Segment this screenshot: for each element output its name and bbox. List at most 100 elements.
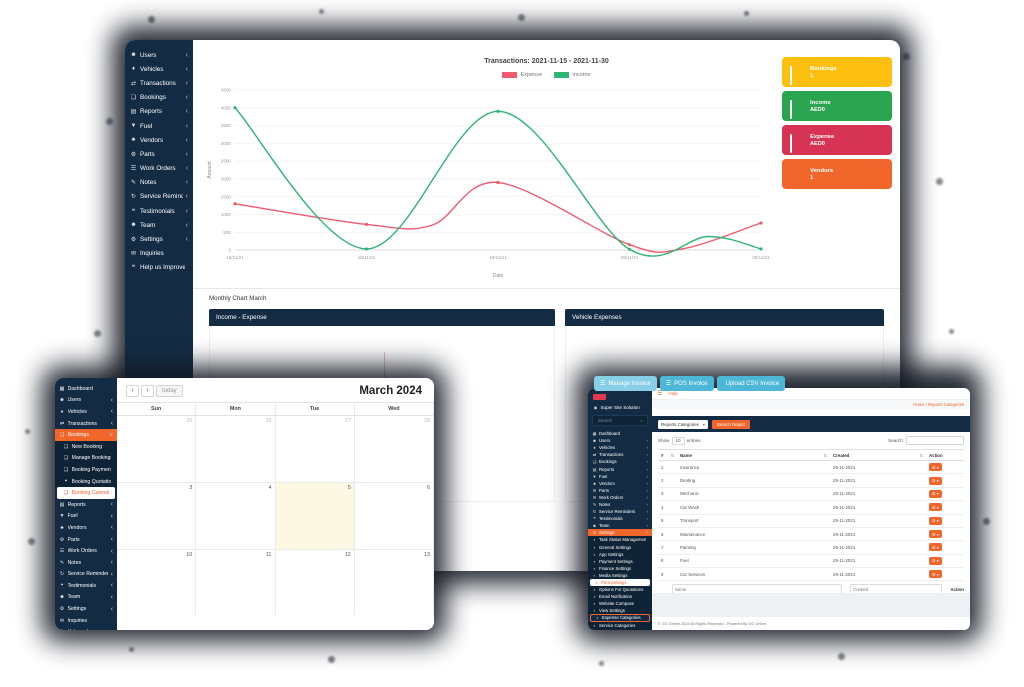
breadcrumb[interactable]: Home / Reports Categories: [652, 400, 970, 409]
row-action-button[interactable]: ⚙ ▾: [929, 516, 942, 525]
sidebar-item[interactable]: ▪ Media Settings: [588, 571, 652, 579]
calendar-cell[interactable]: 13: [355, 550, 434, 615]
calendar-cell[interactable]: 5: [275, 483, 355, 550]
sidebar-item[interactable]: ▪ Expense Categories: [590, 614, 650, 622]
sidebar-item[interactable]: ▪ Personal Settings: [588, 628, 652, 630]
sidebar-item[interactable]: ▪ Finance Settings: [588, 564, 652, 572]
sidebar-item[interactable]: ▪ Service Categories: [588, 621, 652, 629]
sidebar-search-input[interactable]: [596, 417, 639, 424]
sidebar-item[interactable]: ↻ Service Reminders ‹: [588, 508, 652, 515]
sidebar-item[interactable]: ▤ Reports ‹: [125, 105, 193, 119]
sidebar-item[interactable]: ▪ Website Compose: [588, 600, 652, 608]
bookings-card[interactable]: Bookings 1: [782, 57, 892, 87]
calendar-cell[interactable]: 28: [354, 416, 434, 483]
sidebar-item[interactable]: ☻ Team ‹: [125, 218, 193, 232]
sidebar-item[interactable]: ❏ Bookings ‹: [588, 458, 652, 465]
sidebar-item[interactable]: ▪ Print Settings: [590, 578, 650, 587]
sidebar-item[interactable]: ↻ Service Reminders ‹: [125, 190, 193, 204]
row-action-button[interactable]: ⚙ ▾: [929, 489, 942, 498]
sidebar-item[interactable]: ♣ Vendors ‹: [55, 522, 117, 534]
sidebar-item[interactable]: ♣ Vendors ‹: [588, 480, 652, 487]
row-action-button[interactable]: ⚙ ▾: [929, 463, 942, 472]
sidebar-item[interactable]: ☰ Work Orders ‹: [55, 545, 117, 557]
income-card[interactable]: Income AED0: [782, 91, 892, 121]
column-header-created[interactable]: Created ⇅: [830, 449, 926, 461]
column-header-num[interactable]: # ⇅: [658, 449, 677, 461]
sidebar-item[interactable]: ▤ Reports ‹: [588, 465, 652, 472]
sidebar-item[interactable]: ☰ Work Orders ‹: [588, 494, 652, 501]
sidebar-item[interactable]: ☰ Work Orders ‹: [125, 162, 193, 176]
sidebar-item[interactable]: ⚙ Settings ‹: [125, 232, 193, 246]
calendar-cell[interactable]: 25: [117, 416, 197, 483]
sidebar-item[interactable]: ❏ Booking Calendar: [57, 487, 115, 499]
sidebar-item[interactable]: ❝ Testimonials ‹: [588, 515, 652, 522]
legend-expense[interactable]: Expense: [502, 72, 542, 78]
sidebar-item[interactable]: ♦ Vehicles ‹: [125, 62, 193, 76]
sidebar-item[interactable]: ↻ Service Reminders ‹: [55, 569, 117, 581]
calendar-cell[interactable]: 3: [117, 483, 197, 550]
sidebar-item[interactable]: ▪ General Settings: [588, 543, 652, 551]
sidebar-item[interactable]: ❝ Booking Quotations: [55, 475, 117, 488]
sidebar-item[interactable]: ✎ Notes ‹: [125, 176, 193, 190]
sidebar-item[interactable]: ❏ New Booking: [55, 440, 117, 453]
row-action-button[interactable]: ⚙ ▾: [929, 570, 942, 579]
sidebar-item[interactable]: ⚙ Parts ‹: [588, 487, 652, 494]
legend-income[interactable]: Income: [554, 72, 591, 78]
brand-row[interactable]: ◉ Super Site Solution: [588, 403, 652, 412]
sidebar-item[interactable]: ♦ Vehicles ‹: [588, 444, 652, 451]
sidebar-item[interactable]: ⇄ Transactions ‹: [125, 76, 193, 90]
sidebar-item[interactable]: ❝ Testimonials ‹: [55, 580, 117, 592]
sidebar-item[interactable]: ▼ Fuel ‹: [55, 511, 117, 523]
manage-invoice-button[interactable]: ☰ Manage Invoice: [594, 376, 657, 391]
sidebar-item[interactable]: ▪ View Settings: [588, 607, 652, 615]
sidebar-item[interactable]: ✎ Notes ‹: [55, 557, 117, 569]
help-link[interactable]: Help: [668, 391, 678, 396]
sidebar-item[interactable]: ▪ Payment Settings: [588, 557, 652, 565]
sidebar-item[interactable]: ☻ Team ‹: [588, 522, 652, 529]
row-action-button[interactable]: ⚙ ▾: [929, 476, 942, 485]
calendar-cell[interactable]: 4: [196, 483, 276, 550]
sidebar-item[interactable]: ▪ Options For Quotations: [588, 586, 652, 594]
sidebar-item[interactable]: ▪ Email Notification: [588, 593, 652, 601]
sidebar-item[interactable]: ☻ Users ‹: [588, 437, 652, 444]
report-category-select[interactable]: Reports Categories ▾: [658, 419, 708, 429]
pos-invoice-button[interactable]: ☰ POS Invoice: [659, 376, 714, 391]
calendar-cell[interactable]: 6: [354, 483, 434, 550]
vendors-card[interactable]: Vendors 1: [782, 159, 892, 189]
calendar-cell[interactable]: 26: [196, 416, 276, 483]
sidebar-item[interactable]: ☻ Team ‹: [55, 592, 117, 604]
sidebar-item[interactable]: ▼ Fuel ‹: [588, 473, 652, 480]
row-action-button[interactable]: ⚙ ▾: [929, 530, 942, 539]
sidebar-item[interactable]: ☻ Users ‹: [125, 48, 193, 62]
calendar-next-button[interactable]: ›: [141, 385, 154, 397]
sidebar-item[interactable]: ✎ Notes ‹: [588, 501, 652, 508]
sidebar-item[interactable]: ▦ Dashboard: [588, 430, 652, 437]
upload-csv-invoice-button[interactable]: Upload CSV Invoice: [716, 376, 786, 391]
sidebar-item[interactable]: ⚙ Parts ‹: [55, 534, 117, 546]
sidebar-item[interactable]: ♦ Vehicles ‹: [55, 406, 117, 418]
table-search-input[interactable]: [906, 436, 964, 445]
sidebar-item[interactable]: ⚙ Settings ‹: [55, 603, 117, 615]
sidebar-item[interactable]: ❝ Testimonials ‹: [125, 204, 193, 218]
sidebar-item[interactable]: ▼ Fuel ‹: [125, 119, 193, 133]
row-action-button[interactable]: ⚙ ▾: [929, 556, 942, 565]
sidebar-item[interactable]: ♣ Vendors ‹: [125, 133, 193, 147]
row-action-button[interactable]: ⚙ ▾: [929, 543, 942, 552]
sidebar-item[interactable]: ❏ Booking Payments: [55, 464, 117, 476]
sidebar-item[interactable]: ▪ Task Status Management: [588, 536, 652, 544]
search-report-button[interactable]: Search Report: [711, 419, 751, 429]
row-action-button[interactable]: ⚙ ▾: [929, 503, 942, 512]
sidebar-item[interactable]: ❏ Bookings ˅: [55, 429, 117, 441]
calendar-cell[interactable]: 27: [275, 416, 355, 483]
column-header-name[interactable]: Name ⇅: [677, 449, 830, 461]
sidebar-item[interactable]: ❝ Help us Improve: [55, 626, 117, 630]
sidebar-item[interactable]: ☻ Users ‹: [55, 395, 117, 407]
expense-card[interactable]: Expense AED0: [782, 125, 892, 155]
sidebar-item[interactable]: ✉ Inquiries: [55, 615, 117, 627]
page-size-select[interactable]: 10: [671, 436, 685, 445]
sidebar-item[interactable]: ⇄ Transactions ‹: [588, 451, 652, 458]
calendar-today-button[interactable]: today: [156, 385, 183, 397]
sidebar-item[interactable]: ⚙ Parts ‹: [125, 147, 193, 161]
calendar-cell[interactable]: 12: [276, 550, 355, 615]
calendar-cell[interactable]: 10: [117, 550, 197, 615]
